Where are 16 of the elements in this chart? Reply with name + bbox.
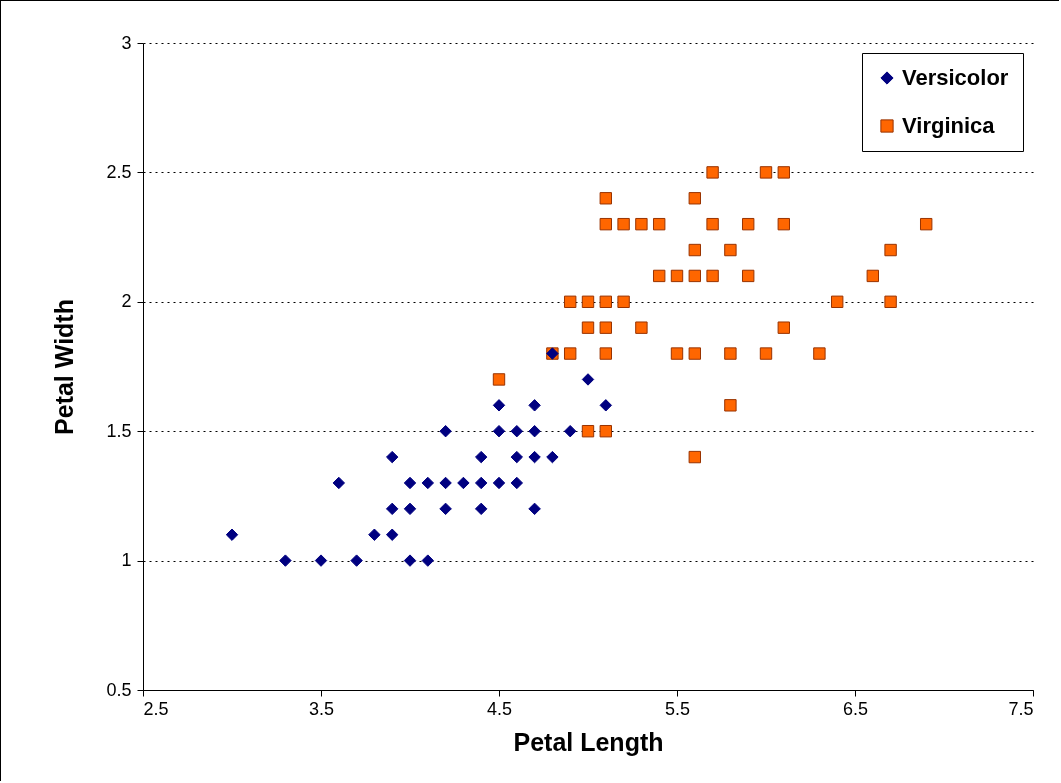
y-tick-label: 0.5 (106, 679, 132, 700)
y-axis-title: Petal Width (50, 299, 79, 435)
y-tick-label: 2 (121, 291, 132, 312)
x-axis-title: Petal Length (513, 727, 664, 756)
x-tick-label: 6.5 (842, 698, 869, 719)
y-tick-label: 3 (121, 32, 132, 53)
x-tick-label: 7.5 (1008, 698, 1034, 719)
legend-label: Versicolor (902, 65, 1009, 90)
x-tick-label: 4.5 (486, 698, 513, 719)
y-tick-label: 1.5 (106, 420, 132, 441)
legend-label: Virginica (902, 113, 996, 138)
x-tick-label: 3.5 (308, 698, 335, 719)
x-tick-label: 2.5 (143, 698, 169, 719)
y-tick-label: 2.5 (106, 161, 132, 182)
y-tick-label: 1 (121, 550, 132, 571)
x-tick-label: 5.5 (664, 698, 691, 719)
